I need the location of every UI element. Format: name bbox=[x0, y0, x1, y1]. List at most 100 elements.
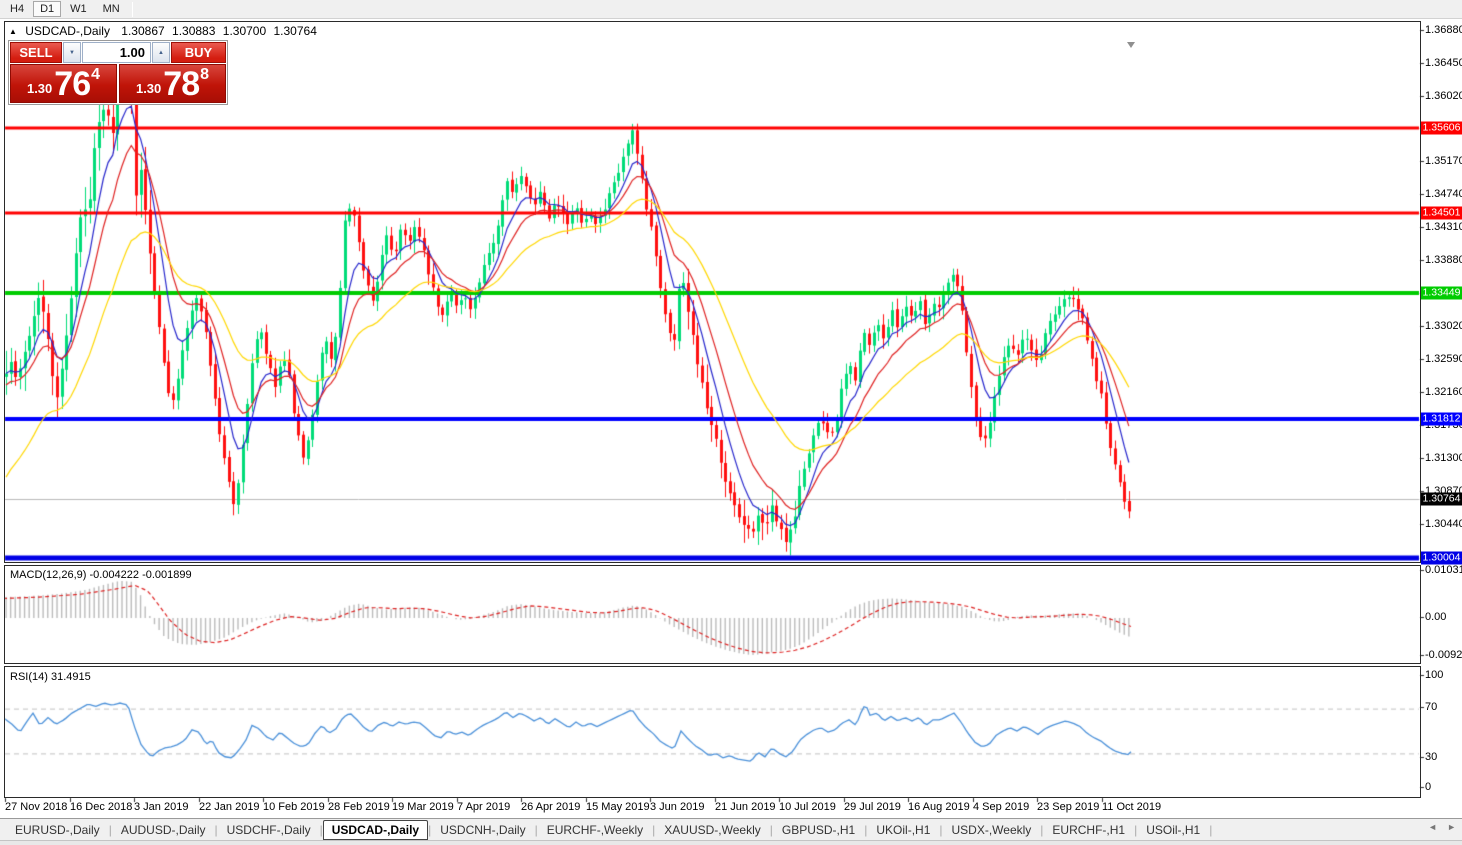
chart-shift-marker-icon bbox=[1127, 42, 1135, 48]
price-axis-tick: 1.33880 bbox=[1425, 254, 1462, 266]
time-axis-label: 4 Sep 2019 bbox=[973, 801, 1030, 813]
time-axis-label: 29 Jul 2019 bbox=[844, 801, 901, 813]
time-axis-label: 22 Jan 2019 bbox=[199, 801, 260, 813]
tab-separator: | bbox=[864, 822, 868, 837]
rsi-indicator-label: RSI(14) 31.4915 bbox=[10, 671, 91, 683]
time-axis-label: 7 Apr 2019 bbox=[457, 801, 511, 813]
price-axis-tick: 1.36020 bbox=[1425, 90, 1462, 102]
rsi-axis-tick: 0 bbox=[1425, 781, 1432, 793]
chart-tab-ukoil[interactable]: UKOil-,H1 bbox=[876, 822, 931, 837]
price-axis-tick: 1.33020 bbox=[1425, 320, 1462, 332]
buy-price-display[interactable]: 1.30 78 8 bbox=[119, 64, 226, 103]
time-axis-label: 3 Jun 2019 bbox=[650, 801, 705, 813]
symbol-title: USDCAD-,Daily bbox=[25, 24, 110, 38]
price-axis-tick: 1.36450 bbox=[1425, 57, 1462, 69]
time-axis-label: 10 Jul 2019 bbox=[779, 801, 836, 813]
chart-tabs: EURUSD-,Daily | AUDUSD-,Daily | USDCHF-,Dail… bbox=[6, 819, 1213, 840]
tab-separator: | bbox=[108, 822, 112, 837]
time-axis-label: 15 May 2019 bbox=[586, 801, 650, 813]
sell-price-prefix: 1.30 bbox=[26, 81, 53, 96]
chart-tab-usdcnh[interactable]: USDCNH-,Daily bbox=[440, 822, 526, 837]
macd-axis-tick: 0.00 bbox=[1425, 611, 1447, 623]
volume-decrement-button[interactable]: ▼ bbox=[63, 42, 81, 63]
tab-separator: | bbox=[534, 822, 538, 837]
ohlc-high: 1.30883 bbox=[172, 24, 216, 38]
time-axis-label: 28 Feb 2019 bbox=[328, 801, 390, 813]
rsi-axis-tick: 30 bbox=[1425, 751, 1438, 763]
chart-tab-usdchf[interactable]: USDCHF-,Daily bbox=[226, 822, 311, 837]
tab-separator: | bbox=[769, 822, 773, 837]
one-click-trade-panel: SELL ▼ ▲ BUY 1.30 76 4 1.30 78 8 bbox=[8, 40, 228, 105]
sell-price-big: 76 bbox=[54, 65, 91, 104]
time-axis-label: 19 Mar 2019 bbox=[392, 801, 454, 813]
rsi-axis-tick: 100 bbox=[1425, 669, 1444, 681]
volume-increment-button[interactable]: ▲ bbox=[152, 42, 170, 63]
level-price-label: 1.31812 bbox=[1421, 412, 1462, 426]
chart-title-bar: ▲ USDCAD-,Daily 1.30867 1.30883 1.30700 … bbox=[9, 24, 321, 38]
sell-button[interactable]: SELL bbox=[10, 42, 62, 63]
price-axis-tick: 1.34740 bbox=[1425, 188, 1462, 200]
chart-tab-xauusd[interactable]: XAUUSD-,Weekly bbox=[664, 822, 761, 837]
current-price-label: 1.30764 bbox=[1421, 492, 1462, 506]
chart-tab-eurchf[interactable]: EURCHF-,Weekly bbox=[546, 822, 644, 837]
price-axis-tick: 1.31300 bbox=[1425, 452, 1462, 464]
time-axis-label: 27 Nov 2018 bbox=[5, 801, 68, 813]
chart-tab-eurchf[interactable]: EURCHF-,H1 bbox=[1052, 822, 1126, 837]
chart-tab-bar: EURUSD-,Daily | AUDUSD-,Daily | USDCHF-,Dail… bbox=[0, 818, 1462, 840]
chart-tab-eurusd[interactable]: EURUSD-,Daily bbox=[15, 822, 100, 837]
sell-price-display[interactable]: 1.30 76 4 bbox=[10, 64, 117, 103]
level-price-label: 1.33449 bbox=[1421, 286, 1462, 300]
chart-tab-usdx[interactable]: USDX-,Weekly bbox=[951, 822, 1032, 837]
collapse-icon[interactable]: ▲ bbox=[9, 27, 17, 36]
time-axis-label: 21 Jun 2019 bbox=[715, 801, 776, 813]
buy-price-big: 78 bbox=[163, 65, 200, 104]
price-axis-tick: 1.32160 bbox=[1425, 386, 1462, 398]
tab-separator: | bbox=[1209, 822, 1213, 837]
time-axis-label: 16 Dec 2018 bbox=[70, 801, 133, 813]
time-axis-label: 3 Jan 2019 bbox=[134, 801, 189, 813]
time-axis-label: 23 Sep 2019 bbox=[1037, 801, 1100, 813]
price-pane[interactable] bbox=[4, 21, 1421, 563]
tab-separator: | bbox=[319, 822, 323, 837]
tabs-scroll-left-icon[interactable]: ◄ bbox=[1428, 822, 1438, 832]
chart-tab-usoil[interactable]: USOil-,H1 bbox=[1146, 822, 1201, 837]
level-price-label: 1.30004 bbox=[1421, 551, 1462, 565]
macd-pane[interactable] bbox=[4, 565, 1421, 664]
tabs-scroll-right-icon[interactable]: ► bbox=[1447, 822, 1456, 832]
price-axis-tick: 1.30440 bbox=[1425, 518, 1462, 530]
time-axis-label: 26 Apr 2019 bbox=[521, 801, 581, 813]
tab-separator: | bbox=[214, 822, 218, 837]
tab-separator: | bbox=[939, 822, 943, 837]
time-axis-label: 16 Aug 2019 bbox=[908, 801, 970, 813]
macd-axis-tick: -0.009203 bbox=[1425, 649, 1462, 661]
tab-separator: | bbox=[652, 822, 656, 837]
chart-tab-audusd[interactable]: AUDUSD-,Daily bbox=[120, 822, 206, 837]
chart-tab-gbpusd[interactable]: GBPUSD-,H1 bbox=[781, 822, 856, 837]
time-axis-label: 10 Feb 2019 bbox=[263, 801, 325, 813]
sell-price-pip: 4 bbox=[91, 66, 101, 83]
price-axis-tick: 1.34310 bbox=[1425, 221, 1462, 233]
status-strip bbox=[0, 840, 1462, 845]
buy-button[interactable]: BUY bbox=[171, 42, 226, 63]
price-axis-tick: 1.32590 bbox=[1425, 353, 1462, 365]
triangle-down-icon: ▼ bbox=[69, 49, 75, 56]
rsi-pane[interactable] bbox=[4, 666, 1421, 798]
level-price-label: 1.35606 bbox=[1421, 121, 1462, 135]
chart-tab-usdcad[interactable]: USDCAD-,Daily bbox=[322, 819, 429, 840]
buy-price-pip: 8 bbox=[200, 66, 210, 83]
ohlc-open: 1.30867 bbox=[121, 24, 165, 38]
tab-separator: | bbox=[428, 822, 432, 837]
macd-indicator-label: MACD(12,26,9) -0.004222 -0.001899 bbox=[10, 569, 192, 581]
buy-price-prefix: 1.30 bbox=[135, 81, 162, 96]
ohlc-low: 1.30700 bbox=[222, 24, 267, 38]
rsi-axis-tick: 70 bbox=[1425, 701, 1438, 713]
time-axis-label: 11 Oct 2019 bbox=[1102, 801, 1162, 813]
volume-input[interactable] bbox=[82, 42, 151, 63]
level-price-label: 1.34501 bbox=[1421, 206, 1462, 220]
tab-separator: | bbox=[1134, 822, 1138, 837]
tab-separator: | bbox=[1040, 822, 1044, 837]
price-axis-tick: 1.36880 bbox=[1425, 24, 1462, 36]
ohlc-close: 1.30764 bbox=[273, 24, 317, 38]
triangle-up-icon: ▲ bbox=[158, 49, 164, 56]
